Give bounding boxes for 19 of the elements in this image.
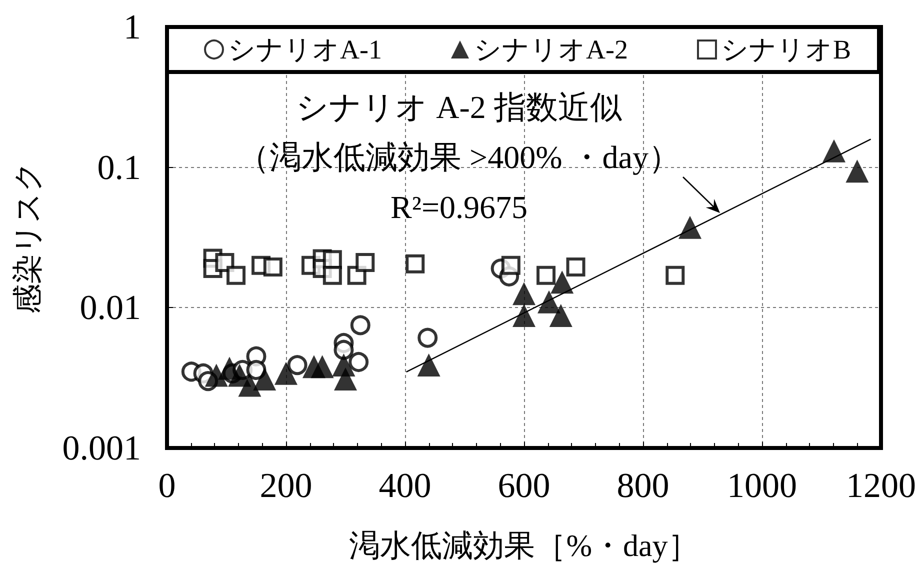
legend-label: シナリオA-1 <box>228 34 382 64</box>
y-axis-title: 感染リスク <box>12 161 44 314</box>
y-tick-label: 1 <box>124 8 141 46</box>
legend-label: シナリオA-2 <box>474 34 628 64</box>
y-tick-label: 0.001 <box>62 428 141 468</box>
legend-label: シナリオB <box>720 34 851 64</box>
x-tick-label: 800 <box>616 466 670 505</box>
annotation: シナリオ A-2 指数近似 <box>296 89 622 125</box>
x-axis-title: 渇水低減効果［%・day］ <box>349 528 699 563</box>
annotation: （渇水低減効果 >400% ・day） <box>238 139 680 175</box>
y-tick-label: 0.1 <box>97 148 141 187</box>
x-tick-label: 600 <box>498 466 550 505</box>
x-tick-label: 1200 <box>846 466 916 505</box>
x-tick-label: 1000 <box>727 466 797 505</box>
y-tick-label: 0.01 <box>80 288 141 328</box>
x-tick-label: 0 <box>158 466 176 505</box>
x-tick-label: 400 <box>378 466 432 505</box>
annotation: R²=0.9675 <box>390 189 528 225</box>
x-tick-label: 200 <box>260 466 312 505</box>
